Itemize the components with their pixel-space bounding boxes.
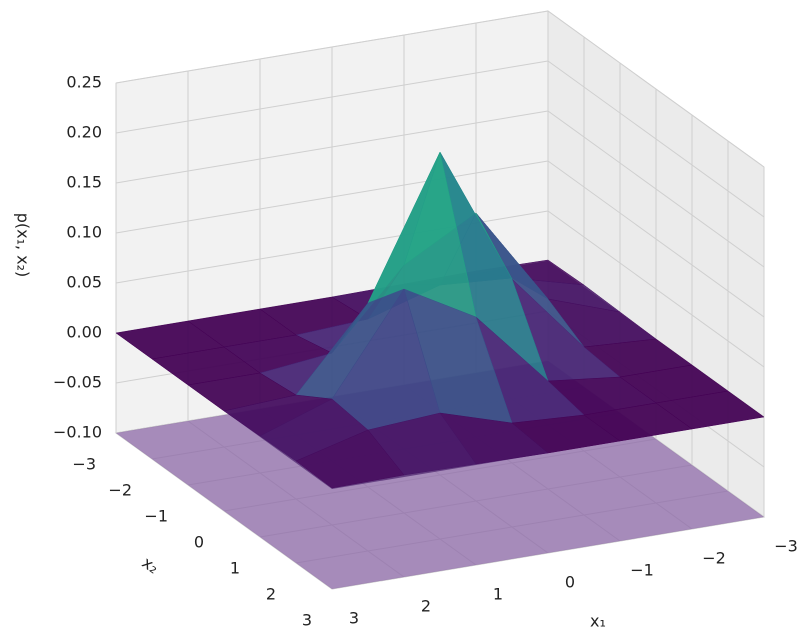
y-axis-label: x₂ <box>139 553 163 578</box>
tick-label: −0.05 <box>53 373 102 392</box>
tick-label: 3 <box>349 609 359 628</box>
surface-patch <box>295 429 405 489</box>
tick-label: −1 <box>144 507 168 526</box>
tick-label: 1 <box>493 585 503 604</box>
tick-label: −3 <box>72 455 96 474</box>
tick-label: −2 <box>702 549 726 568</box>
tick-label: 1 <box>230 559 240 578</box>
tick-label: 0.00 <box>66 323 102 342</box>
tick-label: 0.05 <box>66 273 102 292</box>
tick-label: 0.15 <box>66 173 102 192</box>
tick-label: −0.10 <box>53 423 102 442</box>
tick-label: −1 <box>630 561 654 580</box>
tick-label: 2 <box>421 597 431 616</box>
plot-area <box>115 151 765 589</box>
tick-label: 0.20 <box>66 123 102 142</box>
tick-label: 0.25 <box>66 73 102 92</box>
tick-label: 0.10 <box>66 223 102 242</box>
tick-label: 3 <box>302 611 312 630</box>
z-axis-label: p(x₁, x₂) <box>14 213 33 278</box>
tick-label: 2 <box>266 585 276 604</box>
x-axis-label: x₁ <box>590 612 606 631</box>
tick-label: 0 <box>194 533 204 552</box>
tick-label: 0 <box>565 573 575 592</box>
tick-label: −3 <box>774 537 798 556</box>
tick-label: −2 <box>108 481 132 500</box>
